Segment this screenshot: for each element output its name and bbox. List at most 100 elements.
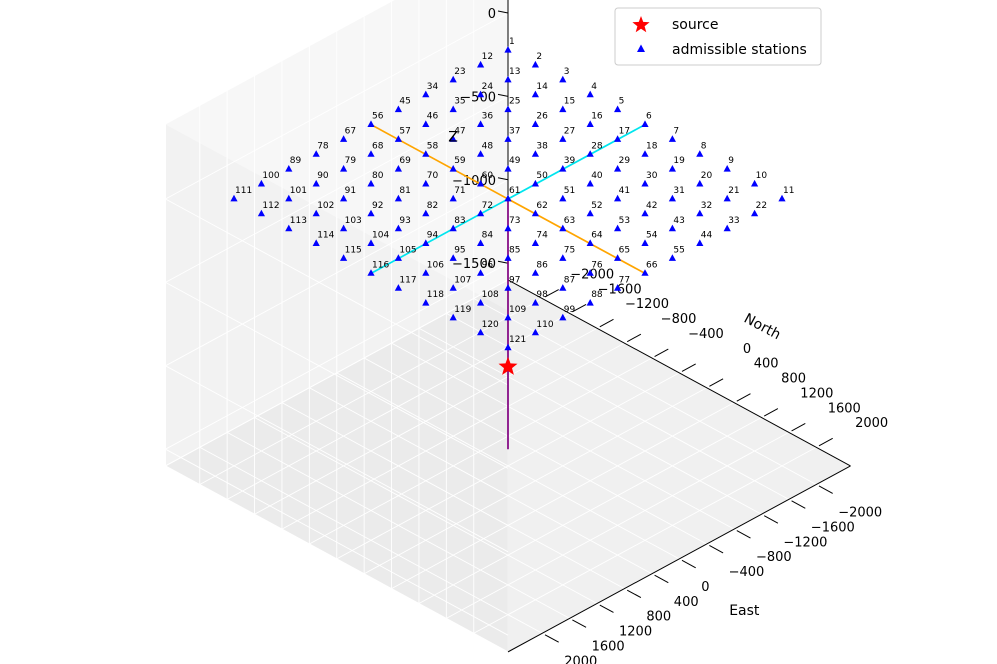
station-marker (504, 254, 512, 261)
station: 57 (394, 127, 411, 142)
station: 88 (586, 290, 603, 306)
station-marker (422, 299, 430, 306)
station: 108 (477, 290, 499, 306)
station-marker (449, 165, 457, 172)
station: 72 (477, 201, 493, 217)
station-label: 72 (482, 201, 493, 211)
station-label: 37 (509, 127, 520, 137)
station-marker (531, 90, 539, 98)
station: 53 (614, 216, 630, 232)
station-label: 82 (427, 201, 438, 211)
station-label: 71 (454, 186, 465, 196)
station-marker (477, 209, 485, 217)
station-marker (668, 194, 676, 202)
station-label: 120 (482, 320, 499, 330)
station: 51 (559, 186, 575, 202)
station-label: 106 (427, 260, 444, 270)
station-label: 7 (673, 127, 679, 137)
tick-mark (654, 348, 669, 357)
station: 56 (367, 112, 384, 127)
station: 7 (668, 127, 679, 142)
station-label: 119 (454, 305, 471, 315)
station-marker (394, 194, 402, 202)
station: 19 (668, 156, 685, 172)
station: 97 (504, 275, 520, 291)
station: 93 (394, 216, 411, 232)
station-label: 3 (564, 67, 570, 77)
station: 66 (641, 260, 658, 276)
station: 77 (614, 275, 630, 291)
station: 73 (504, 216, 520, 232)
grid-line-z (165, 262, 509, 450)
station-marker (449, 75, 457, 83)
station-label: 66 (646, 260, 658, 270)
station-marker (340, 135, 348, 142)
grid-line-north (363, 357, 707, 545)
station-marker (394, 284, 402, 291)
station-label: 107 (454, 275, 471, 285)
station-marker (696, 239, 704, 246)
station-label: 67 (345, 127, 356, 137)
station-label: 22 (756, 201, 767, 211)
station: 64 (586, 231, 603, 246)
x-tick-label: 1600 (592, 639, 625, 654)
station: 74 (531, 231, 548, 246)
y-tick-label: −1200 (625, 297, 669, 312)
station-marker (531, 60, 539, 68)
station-marker (312, 209, 320, 217)
station-marker (394, 135, 402, 142)
station-marker (586, 179, 594, 187)
z-tick-label: 0 (488, 7, 496, 22)
station-label: 88 (591, 290, 603, 300)
tick-mark (497, 260, 509, 264)
station-marker (559, 254, 567, 261)
station-label: 110 (536, 320, 553, 330)
station: 55 (668, 246, 685, 261)
station-label: 24 (482, 82, 494, 92)
station: 24 (477, 82, 494, 98)
station: 85 (504, 246, 520, 261)
station: 61 (504, 186, 520, 202)
station-marker (477, 269, 485, 276)
station-marker (422, 150, 430, 157)
station-marker (422, 239, 430, 246)
station-marker (586, 150, 594, 157)
station: 60 (477, 171, 494, 187)
tick-mark (572, 619, 587, 628)
station-label: 80 (372, 171, 384, 181)
station: 70 (422, 171, 439, 187)
station-marker (394, 254, 402, 261)
station: 115 (340, 246, 362, 261)
station-label: 77 (619, 275, 630, 285)
station-label: 94 (427, 231, 439, 241)
station: 58 (422, 141, 439, 157)
station-marker (614, 105, 622, 113)
station-label: 19 (673, 156, 685, 166)
station-label: 89 (290, 156, 302, 166)
station: 54 (641, 231, 658, 246)
station-marker (477, 299, 485, 306)
station-label: 84 (482, 231, 494, 241)
tick-mark (599, 318, 614, 328)
grid-line-north (418, 327, 762, 515)
station: 107 (449, 275, 471, 291)
station-label: 79 (345, 156, 357, 166)
legend-label-stations: admissible stations (672, 42, 807, 58)
station-marker (531, 179, 539, 187)
y-tick-label: −800 (661, 312, 697, 327)
station: 59 (449, 156, 466, 172)
station-label: 10 (756, 171, 768, 181)
tick-mark (763, 515, 779, 524)
station-marker (696, 179, 704, 187)
station-label: 97 (509, 275, 520, 285)
station: 100 (257, 171, 280, 187)
station-marker (668, 135, 676, 142)
station: 68 (367, 141, 384, 157)
station-label: 60 (482, 171, 494, 181)
y-tick-label: 0 (743, 342, 751, 357)
x-tick-label: −1600 (811, 520, 855, 535)
station-marker (312, 179, 320, 187)
tick-mark (681, 559, 696, 569)
station: 4 (586, 82, 597, 98)
station-marker (559, 75, 567, 83)
